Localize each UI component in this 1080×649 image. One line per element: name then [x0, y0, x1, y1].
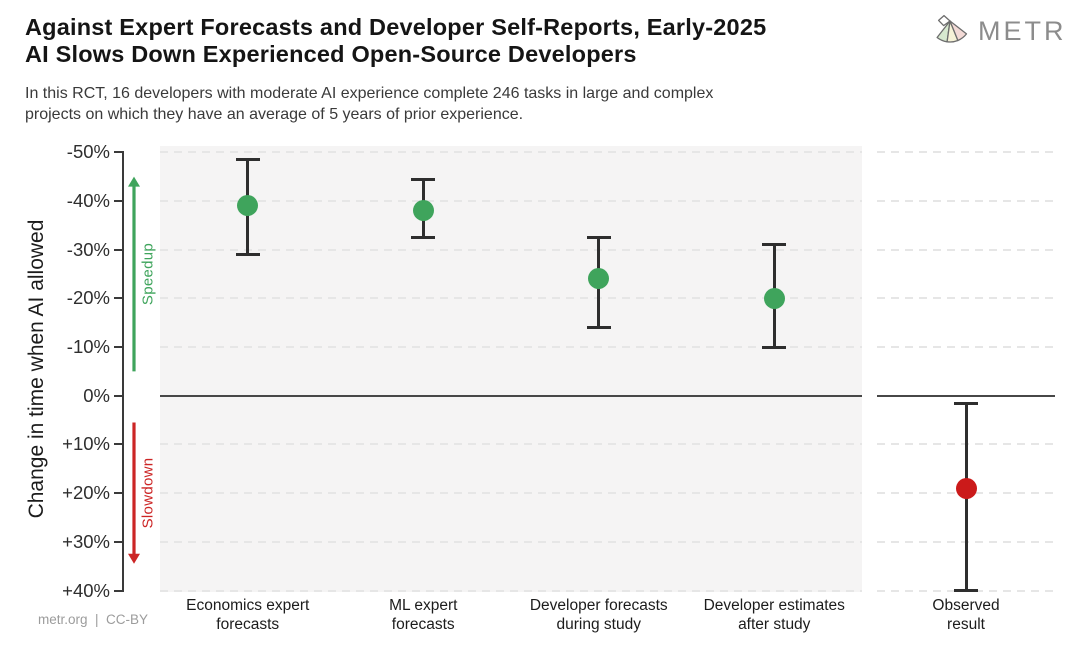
error-bar-cap-bottom	[411, 236, 436, 240]
gridline-observed--10%	[877, 346, 1055, 349]
y-axis-tick--40%	[114, 200, 122, 203]
error-bar-cap-top	[235, 158, 260, 162]
error-bar-cap-top	[586, 236, 611, 240]
x-category-label-line: forecasts	[216, 616, 280, 633]
x-category-label-line: forecasts	[391, 616, 455, 633]
y-tick-label--30%: -30%	[66, 238, 110, 260]
y-tick-label-+10%: +10%	[62, 433, 110, 455]
metr-logo-text: METR	[978, 15, 1067, 46]
gridline-observed--20%	[877, 297, 1055, 300]
y-axis-tick-+40%	[114, 589, 122, 592]
y-tick-label--50%: -50%	[66, 141, 110, 163]
data-point-green	[412, 200, 434, 222]
y-axis-title: Change in time when AI allowed	[25, 219, 48, 519]
chart-subtitle-line2: projects on which they have an average o…	[25, 105, 524, 123]
gridline-main-+10%	[160, 443, 862, 446]
x-category-label-line: result	[947, 616, 985, 633]
data-point-green	[763, 287, 785, 309]
y-tick-label--20%: -20%	[66, 287, 110, 309]
gridline-observed--50%	[877, 151, 1055, 154]
data-point-green	[237, 195, 259, 217]
chart-subtitle-line1: In this RCT, 16 developers with moderate…	[25, 85, 714, 102]
y-tick-label--10%: -10%	[66, 336, 110, 358]
speedup-slowdown-arrows	[127, 176, 140, 564]
x-category-label: Observed result	[871, 596, 1061, 634]
y-axis-tick-+20%	[114, 492, 122, 495]
panel-background-main	[160, 146, 862, 592]
gridline-main--30%	[160, 248, 862, 251]
x-category-label: Developer forecasts during study	[504, 596, 694, 634]
data-point-red	[955, 477, 977, 499]
y-axis-tick--10%	[114, 346, 122, 349]
chart-title: Against Expert Forecasts and Developer S…	[25, 14, 945, 68]
y-tick-label-+30%: +30%	[62, 530, 110, 552]
error-bar-cap-top	[954, 401, 978, 405]
gridline-main-+20%	[160, 492, 862, 495]
metr-logo: METR	[931, 12, 1071, 50]
x-category-label-line: during study	[556, 616, 641, 633]
gridline-main--50%	[160, 151, 862, 154]
y-axis-tick--30%	[114, 248, 122, 251]
attribution-text: metr.org | CC-BY	[38, 612, 149, 627]
gridline-main-+30%	[160, 540, 862, 543]
speedup-label: Speedup	[139, 242, 157, 306]
x-category-label-line: Economics expert	[186, 597, 310, 614]
x-category-label: Developer estimates after study	[679, 596, 869, 634]
error-bar-cap-top	[762, 243, 787, 247]
chart-title-line1: Against Expert Forecasts and Developer S…	[25, 14, 767, 40]
x-category-label-line: Developer estimates	[703, 597, 845, 614]
y-tick-label-0%: 0%	[83, 384, 110, 406]
y-tick-label--40%: -40%	[66, 190, 110, 212]
metr-logo-icon	[936, 14, 968, 43]
gridline-observed--30%	[877, 248, 1055, 251]
chart-subtitle: In this RCT, 16 developers with moderate…	[25, 84, 965, 125]
y-axis-tick--20%	[114, 297, 122, 300]
y-axis-tick-+30%	[114, 540, 122, 543]
y-axis-line	[122, 151, 124, 592]
error-bar-cap-bottom	[586, 326, 611, 330]
y-axis-tick-0%	[114, 394, 122, 397]
y-tick-label-+40%: +40%	[62, 579, 110, 601]
gridline-main--40%	[160, 200, 862, 203]
x-category-label-line: Observed	[932, 597, 1000, 614]
y-axis-tick--50%	[114, 151, 122, 154]
x-category-label-line: Developer forecasts	[529, 597, 668, 614]
error-bar-cap-top	[411, 177, 436, 181]
error-bar-cap-bottom	[954, 589, 978, 593]
gridline-main--20%	[160, 297, 862, 300]
x-category-label-line: after study	[738, 616, 811, 633]
x-category-label: Economics expert forecasts	[153, 596, 343, 634]
zero-line-observed	[877, 394, 1055, 397]
error-bar-cap-bottom	[235, 253, 260, 257]
y-tick-label-+20%: +20%	[62, 482, 110, 504]
chart-title-line2: AI Slows Down Experienced Open-Source De…	[25, 41, 637, 67]
x-category-label: ML expert forecasts	[328, 596, 518, 634]
data-point-green	[588, 268, 610, 290]
gridline-main-+40%	[160, 589, 862, 592]
slowdown-label: Slowdown	[139, 457, 157, 529]
y-axis-tick-+10%	[114, 443, 122, 446]
zero-line-main	[160, 394, 862, 397]
x-category-label-line: ML expert	[389, 597, 458, 614]
error-bar-cap-bottom	[762, 345, 787, 349]
gridline-observed--40%	[877, 200, 1055, 203]
gridline-main--10%	[160, 346, 862, 349]
